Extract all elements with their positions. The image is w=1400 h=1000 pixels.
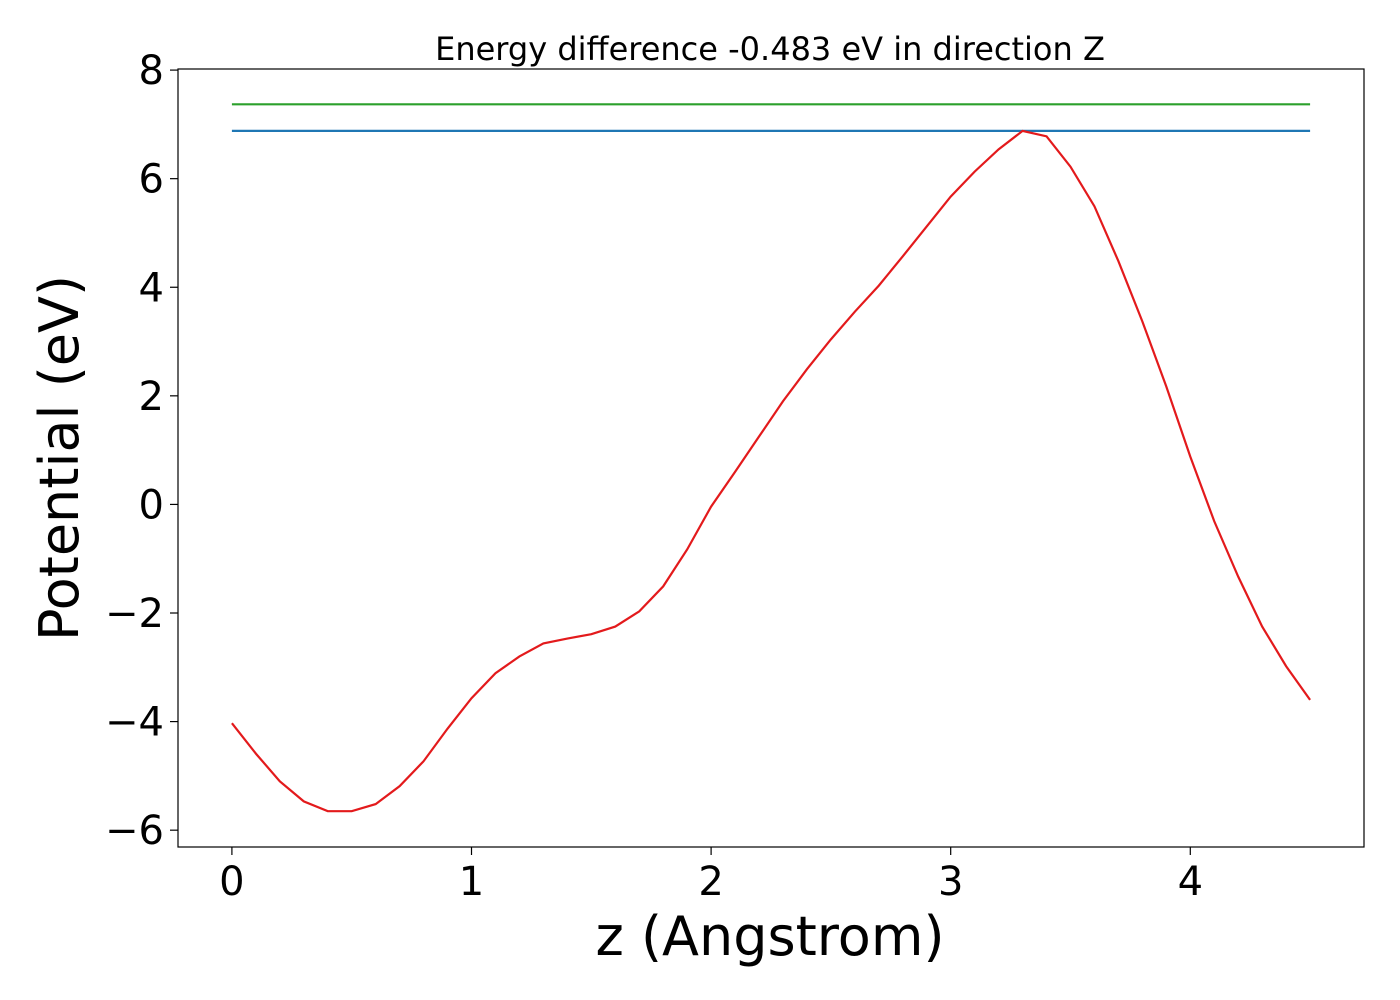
y-tick-label: −4: [105, 700, 164, 746]
y-tick-label: −2: [105, 591, 164, 637]
x-tick-label: 1: [459, 859, 484, 905]
y-tick-label: −6: [105, 808, 164, 854]
y-tick-label: 2: [139, 374, 164, 420]
x-tick-label: 4: [1178, 859, 1203, 905]
y-axis-label: Potential (eV): [28, 275, 91, 641]
x-tick-label: 3: [938, 859, 963, 905]
y-tick-label: 0: [139, 482, 164, 528]
y-tick-label: 4: [139, 265, 164, 311]
y-tick-label: 6: [139, 157, 164, 203]
chart-title: Energy difference -0.483 eV in direction…: [435, 30, 1105, 68]
x-tick-label: 0: [219, 859, 244, 905]
line-series: [231, 129, 1311, 813]
y-tick-label: 8: [139, 48, 164, 94]
plot-frame: [177, 68, 1365, 848]
x-tick-label: 2: [698, 859, 723, 905]
x-axis-label: z (Angstrom): [595, 905, 944, 968]
